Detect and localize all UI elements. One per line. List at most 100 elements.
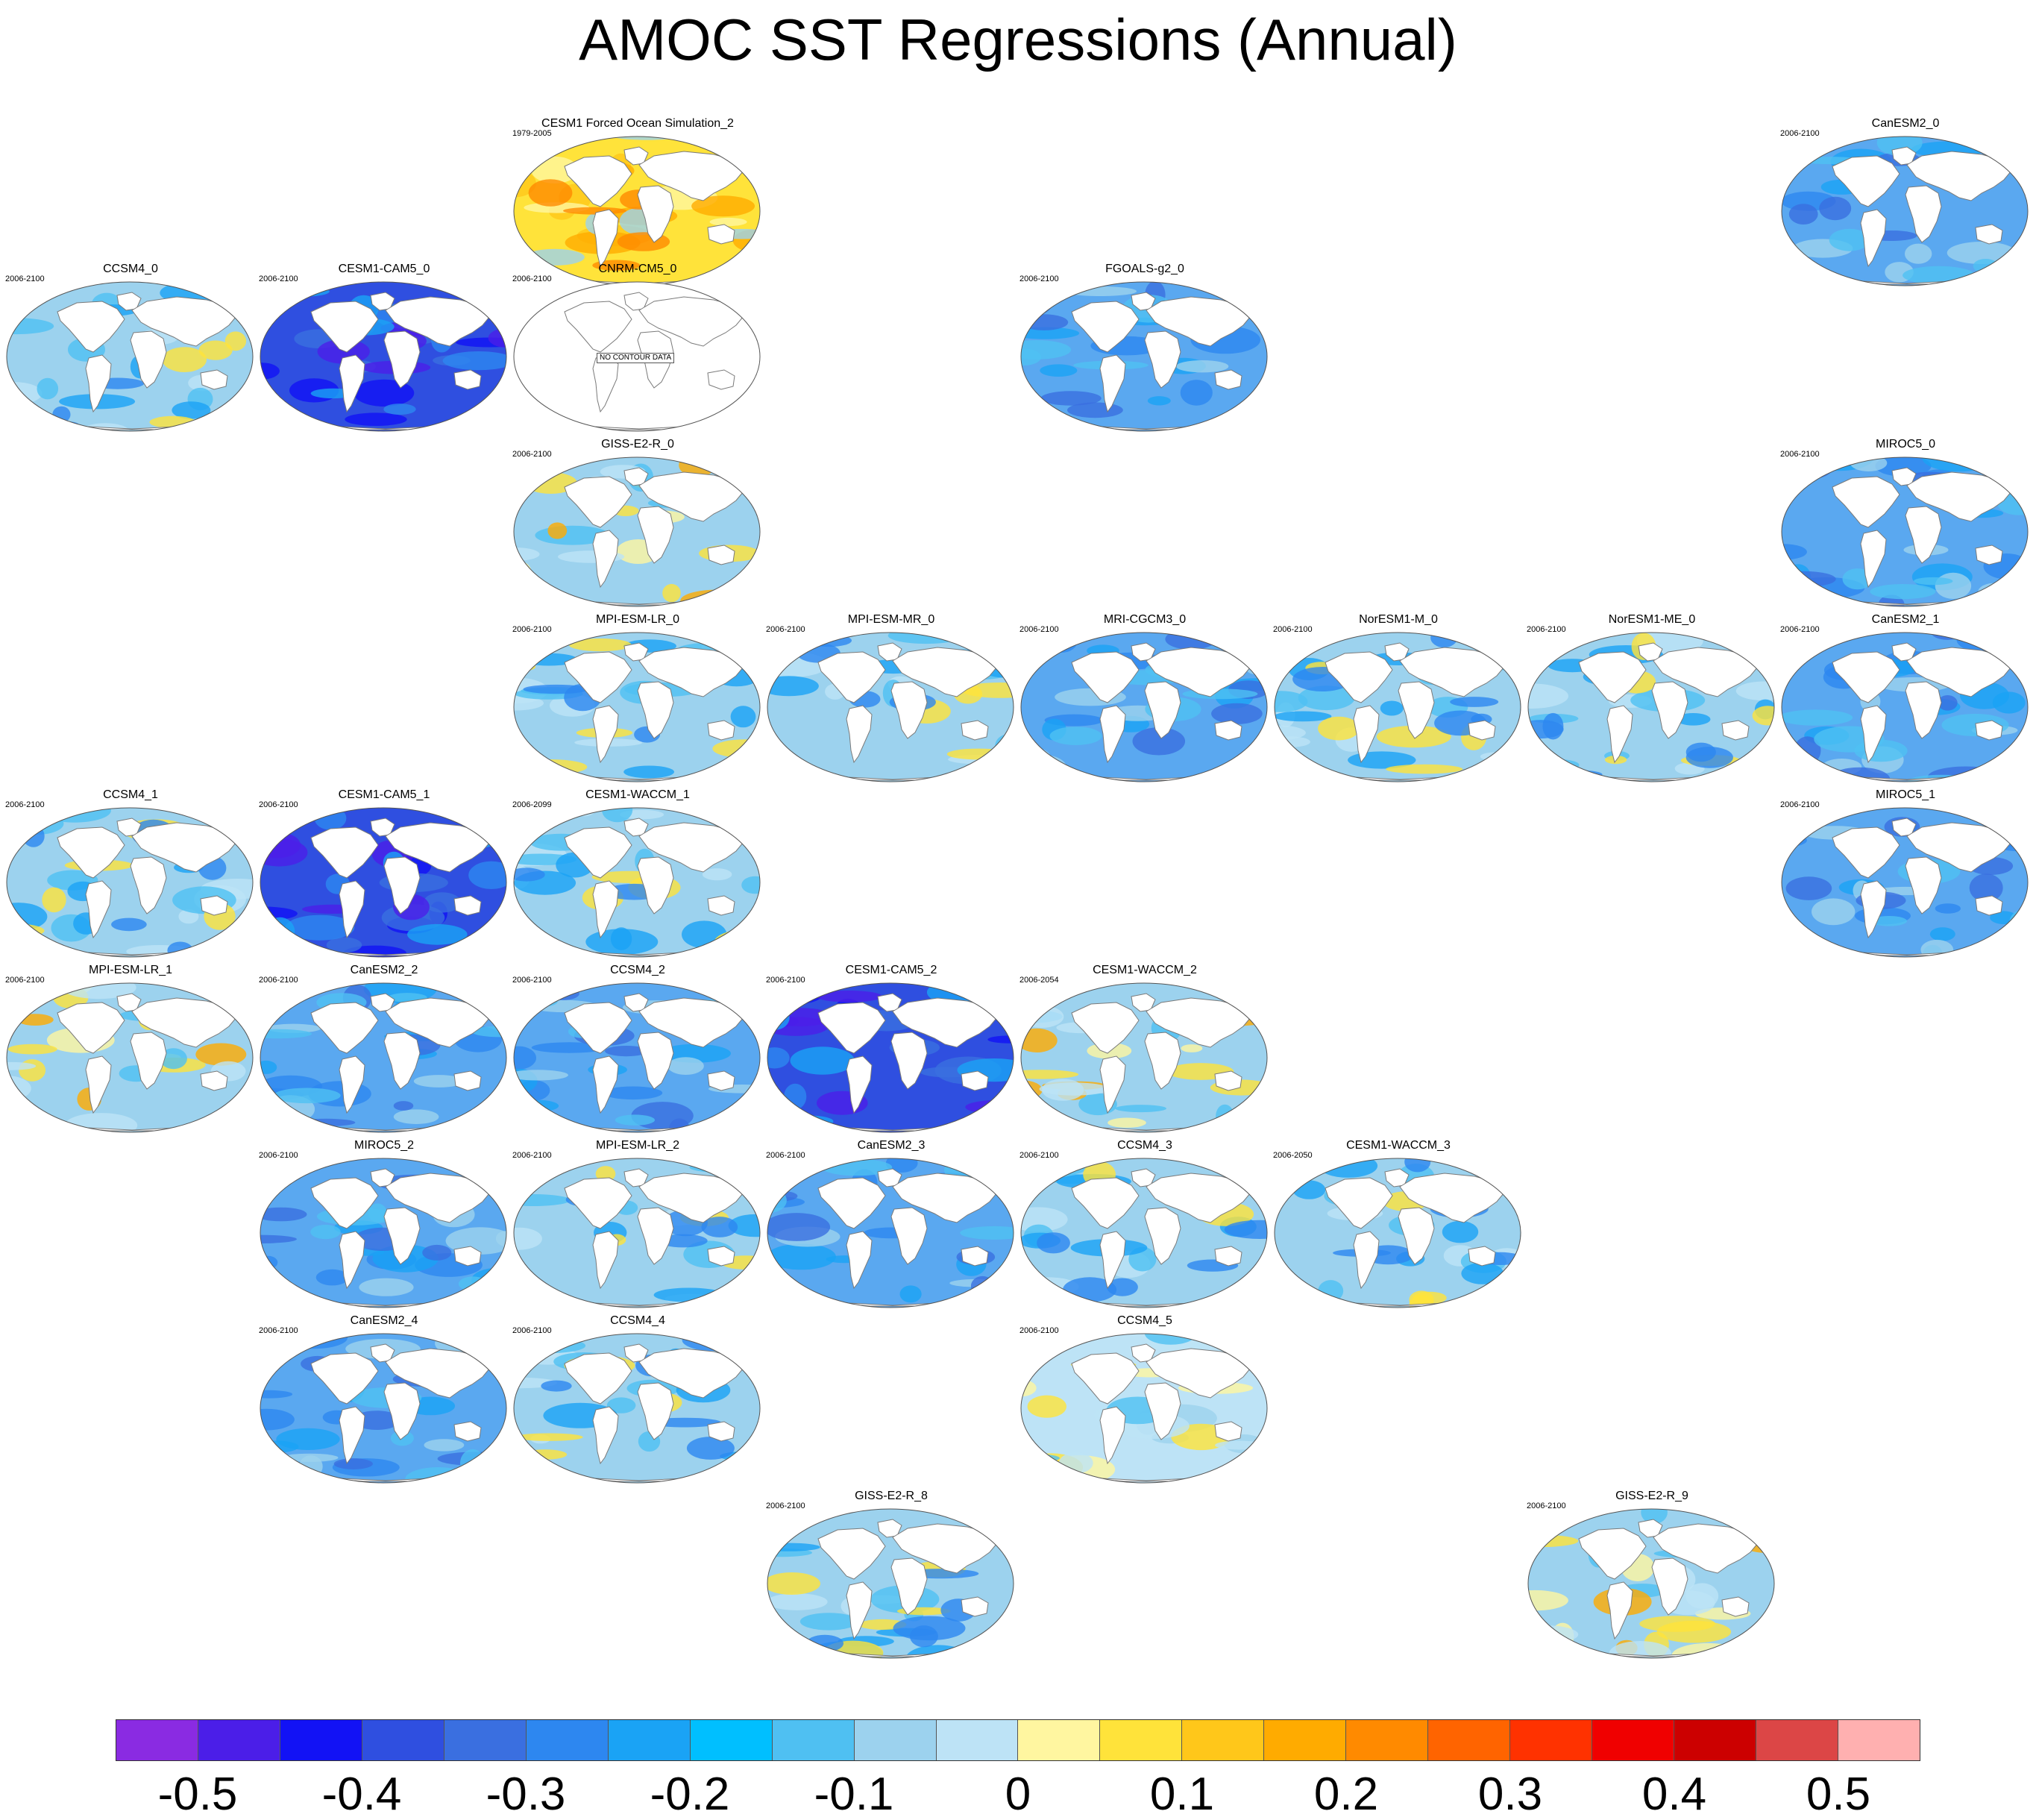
panel-title: MIROC5_1 (1875, 788, 1936, 801)
map-border (767, 1508, 1014, 1659)
colorbar (116, 1719, 1920, 1761)
continent-outline (57, 301, 125, 353)
sst-anomaly-patch (767, 1115, 816, 1129)
continent-outline (1399, 647, 1505, 697)
colorbar-swatch (1264, 1720, 1347, 1760)
continent-outline (707, 1246, 735, 1267)
sst-anomaly-patch (805, 1634, 843, 1652)
figure-title: AMOC SST Regressions (Annual) (579, 7, 1457, 72)
continent-outline (1144, 330, 1181, 389)
sst-anomaly-patch (720, 1460, 760, 1483)
panel-title: CESM1 Forced Ocean Simulation_2 (541, 117, 734, 130)
continent-outline (1214, 1246, 1242, 1267)
sst-anomaly-patch (1905, 243, 1932, 264)
sst-anomaly-patch (528, 179, 573, 207)
continent-outline (592, 705, 619, 764)
sst-anomaly-patch (1144, 1334, 1197, 1345)
colorbar-swatch (526, 1720, 609, 1760)
continent-outline (707, 369, 735, 390)
sst-anomaly-patch (1782, 709, 1853, 726)
colorbar-swatch (608, 1720, 691, 1760)
continent-outline (1721, 1596, 1750, 1617)
continent-outline (1325, 651, 1393, 703)
sst-anomaly-patch (1226, 412, 1267, 431)
continent-outline (637, 856, 674, 914)
map-panel: CESM1 Forced Ocean Simulation_2 1979-2005 (511, 116, 764, 302)
colorbar-swatch (1018, 1720, 1101, 1760)
world-map (1781, 632, 2029, 782)
sst-anomaly-patch (198, 340, 233, 360)
map-border (767, 982, 1014, 1133)
continent-outline (707, 1421, 735, 1442)
map-panel: MPI-ESM-LR_1 2006-2100 (4, 962, 257, 1149)
sst-anomaly-patch (1049, 727, 1102, 745)
sst-anomaly-patch (767, 1593, 828, 1610)
continent-outline (707, 720, 735, 741)
panel-title: CCSM4_1 (103, 788, 158, 801)
sst-anomaly-patch (1241, 1103, 1267, 1122)
continent-outline (961, 1070, 989, 1091)
sst-anomaly-patch (383, 404, 416, 415)
panel-year-range: 2006-2100 (512, 625, 552, 634)
sst-anomaly-patch (541, 1380, 572, 1392)
map-border (1020, 281, 1268, 432)
sst-anomaly-patch (1935, 903, 1961, 914)
panel-year-range: 2006-2100 (512, 1151, 552, 1160)
sst-anomaly-patch (333, 1458, 373, 1469)
continent-outline (638, 997, 744, 1048)
continent-outline (85, 1055, 112, 1114)
continent-outline (200, 1070, 228, 1091)
sst-anomaly-patch (1829, 228, 1870, 251)
continent-outline (707, 895, 735, 916)
colorbar-swatch (1510, 1720, 1593, 1760)
map-panel: CCSM4_1 2006-2100 (4, 787, 257, 973)
panel-year-range: 2006-2100 (766, 976, 805, 985)
map-panel: CanESM2_2 2006-2100 (257, 962, 511, 1149)
map-border (513, 807, 761, 958)
map-border (513, 281, 761, 432)
panel-title: CESM1-CAM5_2 (845, 964, 937, 976)
panel-title: CNRM-CM5_0 (598, 263, 677, 275)
panel-title: CESM1-CAM5_0 (338, 263, 430, 275)
sst-anomaly-patch (1938, 695, 1958, 711)
sst-anomaly-patch (1176, 360, 1229, 373)
continent-outline (453, 369, 482, 390)
sst-anomaly-patch (709, 942, 760, 957)
map-panel: MRI-CGCM3_0 2006-2100 (1018, 612, 1272, 798)
world-map (1781, 807, 2029, 958)
sst-anomaly-patch (1062, 771, 1084, 782)
sst-anomaly-patch (732, 930, 758, 957)
continent-outline (1860, 530, 1887, 589)
map-border (1781, 632, 2029, 782)
sst-anomaly-patch (172, 401, 211, 419)
continent-outline (383, 1207, 421, 1265)
sst-anomaly-patch (422, 1244, 452, 1261)
map-panel: CanESM2_4 2006-2100 (257, 1313, 511, 1499)
colorbar-swatch (1756, 1720, 1839, 1760)
colorbar-labels: -0.5 -0.4 -0.3 -0.2 -0.1 0 0.1 0.2 0.3 0.4 0.5 (116, 1772, 1920, 1818)
sst-anomaly-patch (1027, 1395, 1066, 1418)
continent-outline (1214, 1421, 1242, 1442)
map-border (1020, 982, 1268, 1133)
continent-outline (846, 1581, 873, 1640)
continent-outline (1905, 506, 1942, 564)
colorbar-swatch (1428, 1720, 1511, 1760)
sst-anomaly-patch (1969, 873, 2003, 903)
sst-anomaly-patch (162, 347, 207, 372)
continent-outline (961, 720, 989, 741)
sst-anomaly-patch (653, 1287, 725, 1302)
continent-outline (961, 1246, 989, 1267)
continent-outline (310, 1352, 379, 1405)
sst-anomaly-patch (407, 923, 468, 945)
sst-anomaly-patch (686, 1437, 735, 1460)
world-map (260, 1158, 507, 1308)
sst-anomaly-patch (1115, 1105, 1166, 1113)
sst-anomaly-patch (1819, 196, 1852, 221)
map-panel: CESM1-CAM5_2 2006-2100 (764, 962, 1018, 1149)
world-map (6, 982, 254, 1133)
sst-anomaly-patch (602, 808, 633, 823)
continent-outline (1860, 705, 1887, 764)
world-map (1020, 982, 1268, 1133)
sst-anomaly-patch (1147, 396, 1171, 406)
continent-outline (131, 296, 237, 347)
